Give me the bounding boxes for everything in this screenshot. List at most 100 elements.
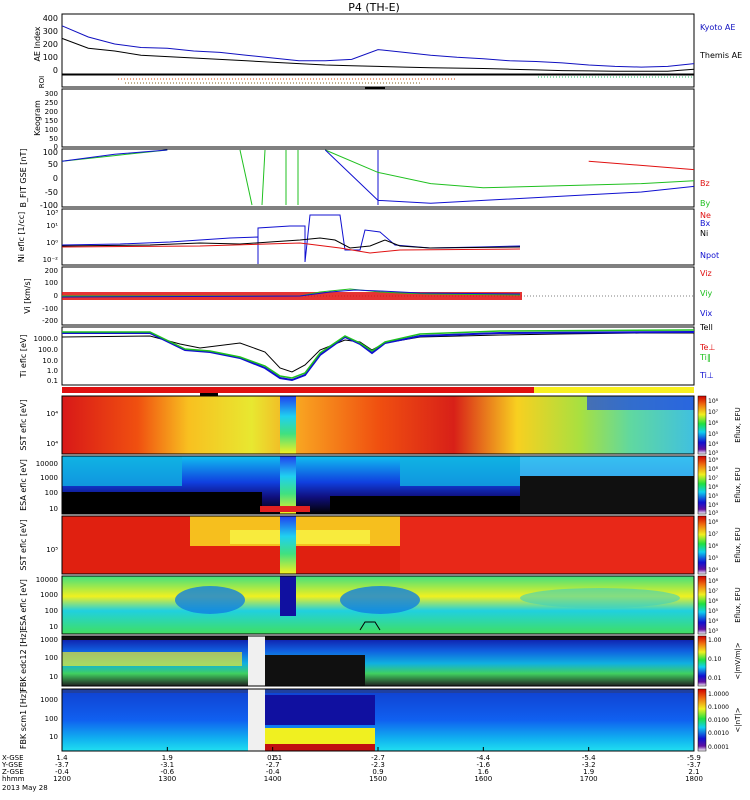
x-tick-label: 1.9 <box>162 754 173 762</box>
legend-kyoto-ae: Kyoto AE <box>700 23 735 32</box>
cbar-label: Eflux, EFU <box>734 527 742 562</box>
legend-tipar: Ti‖ <box>699 353 711 362</box>
ni-ylabel: Ni eflc [1/cc] <box>17 212 26 262</box>
cbar-label: Eflux, EFU <box>734 407 742 442</box>
ni-tick: 10³ <box>46 209 58 217</box>
esa-e-frame <box>61 455 695 515</box>
legend-bx: Bx <box>700 219 710 228</box>
status-marker <box>200 393 218 396</box>
ti-panel: Ti eflc [eV] 1000.0 100.0 10.0 1.0 0.1 T… <box>19 323 715 386</box>
esa-i-dropout <box>280 576 296 616</box>
fbk-b-tick: 1000 <box>40 696 58 704</box>
cbar-tick: 0.0010 <box>708 730 729 737</box>
vix-line <box>61 289 521 298</box>
legend-npot: Npot <box>700 251 719 260</box>
ni-panel: Ni eflc [1/cc] 10³ 10¹ 10⁰ 10⁻² Ne Ni Np… <box>17 208 719 266</box>
cbar-tick: 10⁸ <box>708 578 719 585</box>
cbar-tick: 10⁶ <box>708 543 719 550</box>
cbar-esa-e <box>697 455 707 515</box>
cbar-tick: 10⁴ <box>708 567 719 574</box>
ae-tick: 0 <box>53 66 58 75</box>
bfit-tick: 0 <box>53 174 58 183</box>
esa-e-tick: 10000 <box>36 460 58 468</box>
fbk-e-tick: 100 <box>45 654 58 662</box>
x-tick-label: -3.1 <box>160 761 174 769</box>
bfit-tick: 100 <box>43 148 58 157</box>
roi-ylabel: ROI <box>38 76 46 88</box>
ae-series <box>61 25 695 72</box>
cbar-fbk-b <box>697 688 707 752</box>
fbk-e-panel: FBK edc12 [Hz] 1000 100 10 <box>19 630 695 692</box>
cbar-label: Eflux, EFU <box>734 587 742 622</box>
fbk-b-tick: 100 <box>45 715 58 723</box>
keogram-frame <box>61 88 695 148</box>
cbar-tick: 10⁹ <box>708 457 719 464</box>
cbar-tick: 10⁶ <box>708 598 719 605</box>
esa-i-panel: ESA eflc [eV] 10000 1000 100 10 <box>19 575 695 635</box>
keogram-tick: 150 <box>45 117 58 125</box>
sst-e-tick: 10⁴ <box>46 410 58 418</box>
cbar-label: <|nT|> <box>734 707 742 732</box>
cbar-tick: 10⁶ <box>708 484 719 491</box>
ne-line <box>61 242 521 254</box>
ti-ylabel: Ti eflc [eV] <box>19 335 28 379</box>
vi-tick: -100 <box>42 305 58 313</box>
x-tick-label: 1300 <box>158 775 176 783</box>
cbar-tick: 0.0100 <box>708 717 729 724</box>
x-tick-label: 0.9 <box>372 768 383 776</box>
sst-i-frame <box>61 515 695 575</box>
fbk-e-frame <box>61 635 695 687</box>
cbar-fbk-e <box>697 635 707 687</box>
series-themis-ae <box>61 37 695 72</box>
keogram-tick: 200 <box>45 108 58 116</box>
x-tick-label: -2.3 <box>371 761 385 769</box>
cbar-tick: 0.1000 <box>708 704 729 711</box>
x-tick-label: -3.7 <box>55 761 69 769</box>
x-tick-label: -0.4 <box>266 768 280 776</box>
legend-tiperp: Ti⊥ <box>699 371 714 380</box>
cbar-tick: 10⁴ <box>708 618 719 625</box>
npot-line <box>61 214 521 264</box>
series-kyoto-ae <box>61 25 695 68</box>
x-tick-label: -0.6 <box>160 768 174 776</box>
cbar-label: <|mV/m|> <box>734 642 742 679</box>
x-extra-marker: 1.1 <box>271 754 282 762</box>
cbar-tick: 0.01 <box>708 675 722 682</box>
keogram-panel: Keogram 300 250 200 150 100 50 0 <box>33 88 695 151</box>
cbar-tick: 0.0001 <box>708 744 729 751</box>
ae-tick: 300 <box>43 27 58 36</box>
legend-ne: Ne <box>700 211 711 220</box>
legend-themis-ae: Themis AE <box>699 51 742 60</box>
esa-i-tick: 10000 <box>36 576 58 584</box>
x-tick-label: -2.7 <box>266 761 280 769</box>
bfit-ylabel: B_FIT GSE [nT] <box>19 149 28 208</box>
cbar-tick: 1.00 <box>708 637 722 644</box>
cbar-tick: 10⁵ <box>708 431 719 438</box>
series-bz <box>588 160 695 171</box>
x-tick-label: 1800 <box>685 775 703 783</box>
ti-perp-line <box>62 331 695 382</box>
chart-title: P4 (TH-E) <box>348 1 400 14</box>
x-tick-label: 2.1 <box>688 768 699 776</box>
ae-panel: AE Index 400 300 200 100 0 Kyoto AE Them… <box>33 13 742 75</box>
vi-tick: 100 <box>45 279 58 287</box>
legend-bz: Bz <box>700 179 710 188</box>
ni-tick: 10¹ <box>46 222 58 230</box>
esa-e-tick: 10 <box>49 505 58 513</box>
fbk-b-ylabel: FBK scm1 [Hz] <box>19 691 28 749</box>
fbk-b-tick: 10 <box>49 733 58 741</box>
keogram-ylabel: Keogram <box>33 100 42 136</box>
ti-tick: 1.0 <box>47 367 58 375</box>
esa-e-tick: 100 <box>45 489 58 497</box>
x-tick-label: 1600 <box>474 775 492 783</box>
fbk-b-spectrogram <box>62 689 694 751</box>
cbar-tick: 10⁵ <box>708 555 719 562</box>
fbk-b-gap <box>248 689 265 751</box>
keogram-tick: 250 <box>45 99 58 107</box>
x-tick-label: 1700 <box>580 775 598 783</box>
vi-tick: 0 <box>54 292 58 300</box>
sst-e-patch <box>587 396 694 410</box>
ti-frame <box>61 326 695 386</box>
x-tick-label: -4.4 <box>476 754 490 762</box>
